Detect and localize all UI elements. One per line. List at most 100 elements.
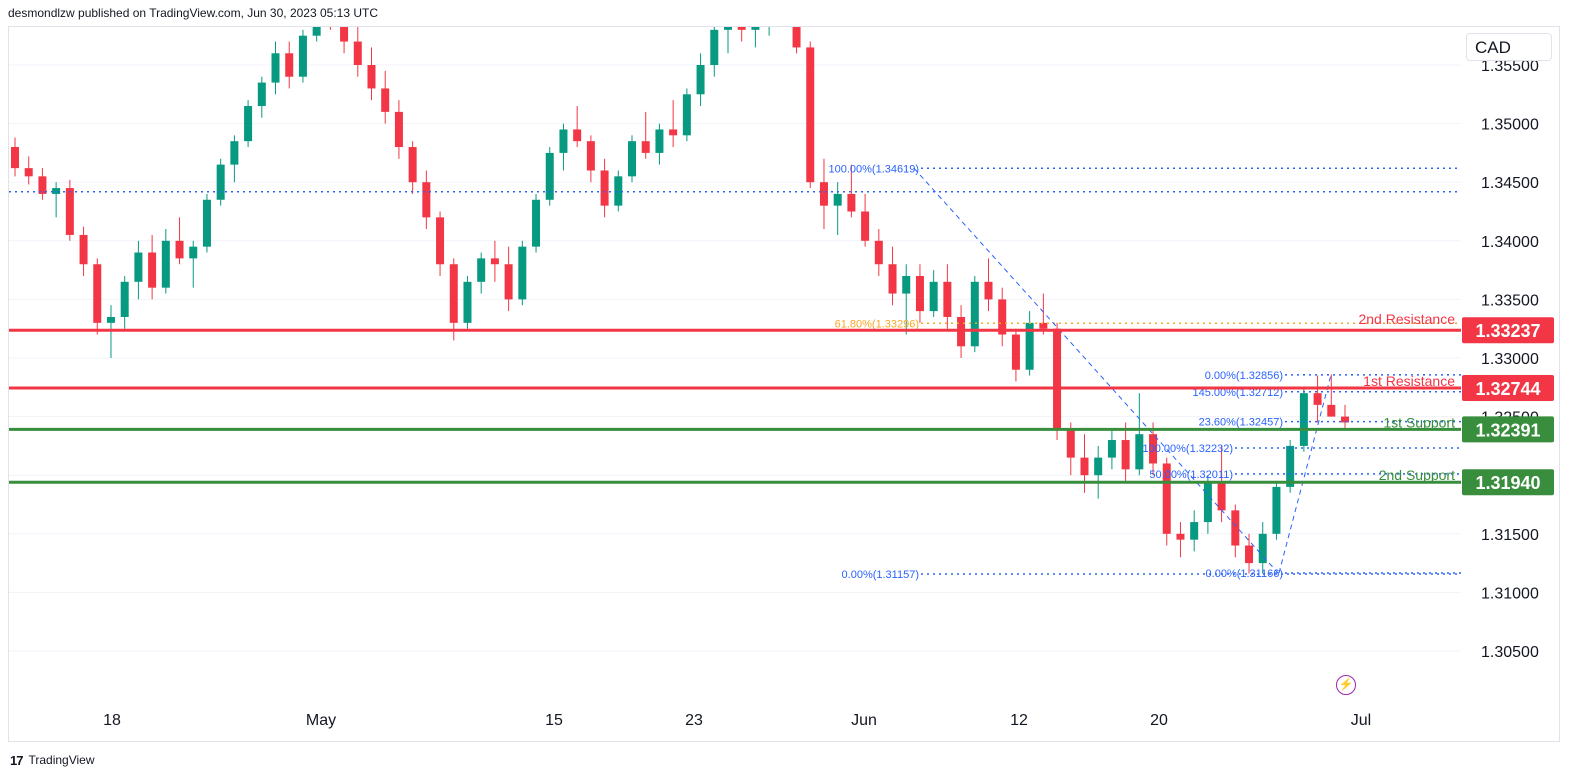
candle-body — [436, 217, 445, 265]
bolt-icon[interactable]: ⚡ — [1336, 675, 1356, 695]
candle-body — [65, 188, 74, 235]
candle-body — [847, 193, 856, 212]
candle-body — [1217, 481, 1226, 511]
price-tag — [1462, 317, 1554, 344]
candle-body — [449, 264, 458, 323]
tradingview-logo-icon: 17 — [10, 752, 24, 768]
candle-body — [628, 141, 637, 177]
price-tag — [1462, 416, 1554, 443]
candle-body — [586, 141, 595, 171]
price-tag-value: 1.32744 — [1475, 379, 1540, 399]
candle-body — [1135, 434, 1144, 470]
candle-body — [148, 252, 157, 288]
candle-body — [545, 152, 554, 200]
candle-body — [518, 246, 527, 300]
candle-body — [93, 264, 102, 323]
x-tick-label: May — [306, 712, 336, 729]
candle-body — [161, 240, 170, 288]
x-tick-label: 20 — [1150, 712, 1168, 729]
y-tick-label: 1.35500 — [1481, 58, 1539, 75]
candle-body — [353, 41, 362, 65]
y-tick-label: 1.34000 — [1481, 234, 1539, 251]
candle-body — [641, 141, 650, 153]
candle-body — [202, 199, 211, 247]
candle-body — [1053, 328, 1062, 429]
y-tick-label: 1.31000 — [1481, 585, 1539, 602]
fib-level-label: 61.80%(1.33296) — [835, 318, 919, 330]
candle-body — [367, 65, 376, 89]
candle-body — [79, 234, 88, 265]
x-tick-label: Jun — [851, 712, 877, 729]
candle-body — [792, 27, 801, 48]
candle-body — [175, 240, 184, 259]
candle-body — [833, 193, 842, 206]
candle-body — [230, 141, 239, 165]
fib-trend-line — [1278, 374, 1332, 574]
y-tick-label: 1.35000 — [1481, 117, 1539, 134]
candle-body — [298, 35, 307, 77]
candle-body — [1011, 334, 1020, 370]
fib-level-label: 23.60%(1.32457) — [1199, 417, 1283, 429]
candle-body — [696, 65, 705, 95]
candle-body — [189, 246, 198, 259]
candle-body — [312, 27, 321, 36]
candle-body — [614, 176, 623, 206]
resistance-label: 2nd Resistance — [1358, 311, 1455, 327]
candle-body — [861, 211, 870, 241]
x-tick-label: 15 — [545, 712, 563, 729]
candle-body — [24, 168, 33, 177]
candle-body — [38, 176, 47, 194]
candle-body — [1245, 545, 1254, 564]
x-tick-label: 12 — [1010, 712, 1028, 729]
candle-body — [394, 111, 403, 148]
chart-svg[interactable]: 1.35500 1.35000 1.34500 1.34000 1.33500 1.330… — [9, 27, 1559, 741]
candle-body — [888, 264, 897, 294]
candle-body — [52, 188, 61, 194]
candle-body — [257, 82, 266, 107]
y-tick-label: 1.33000 — [1481, 351, 1539, 368]
currency-selector[interactable]: CAD — [1466, 33, 1552, 61]
y-tick-label: 1.30500 — [1481, 644, 1539, 661]
price-tag — [1462, 469, 1554, 496]
candle-body — [600, 170, 609, 206]
candle-body — [1272, 486, 1281, 534]
candle-body — [490, 258, 499, 265]
y-tick-label: 1.31500 — [1481, 527, 1539, 544]
candle-body — [1286, 445, 1295, 487]
footer-brand: TradingView — [28, 753, 95, 767]
candle-body — [751, 27, 760, 30]
fib-level-label: 0.00%(1.32856) — [1205, 370, 1283, 382]
candle-body — [559, 129, 568, 153]
candle-body — [1039, 322, 1048, 329]
candle-body — [463, 281, 472, 323]
candle-body — [120, 281, 129, 317]
fib-level-label: 145.00%(1.32712) — [1192, 387, 1283, 399]
fib-level-label: 100.00%(1.32232) — [1142, 443, 1233, 455]
candle-body — [998, 299, 1007, 335]
candle-body — [573, 129, 582, 142]
candle-body — [1231, 510, 1240, 546]
candle-body — [11, 147, 19, 169]
candle-body — [1190, 522, 1199, 540]
candle-body — [1162, 463, 1171, 534]
candle-body — [1121, 440, 1130, 470]
candle-body — [1025, 322, 1034, 370]
candle-body — [106, 316, 115, 323]
candle-body — [819, 182, 828, 206]
fib-level-label: 50.00%(1.32011) — [1149, 469, 1233, 481]
candle-body — [874, 240, 883, 265]
footer: 17 TradingView — [10, 750, 95, 770]
candle-body — [271, 53, 280, 83]
candle-body — [682, 94, 691, 136]
candle-body — [929, 281, 938, 312]
resistance-label: 1st Resistance — [1363, 373, 1455, 389]
candle-body — [1094, 457, 1103, 476]
candle-body — [532, 199, 541, 247]
y-tick-label: 1.34500 — [1481, 175, 1539, 192]
candle-body — [1149, 434, 1158, 464]
candle-body — [1341, 416, 1349, 423]
candle-body — [737, 27, 746, 30]
chart-area[interactable]: 1.35500 1.35000 1.34500 1.34000 1.33500 1.330… — [8, 26, 1560, 742]
candle-body — [504, 264, 513, 300]
candle-body — [216, 164, 225, 200]
